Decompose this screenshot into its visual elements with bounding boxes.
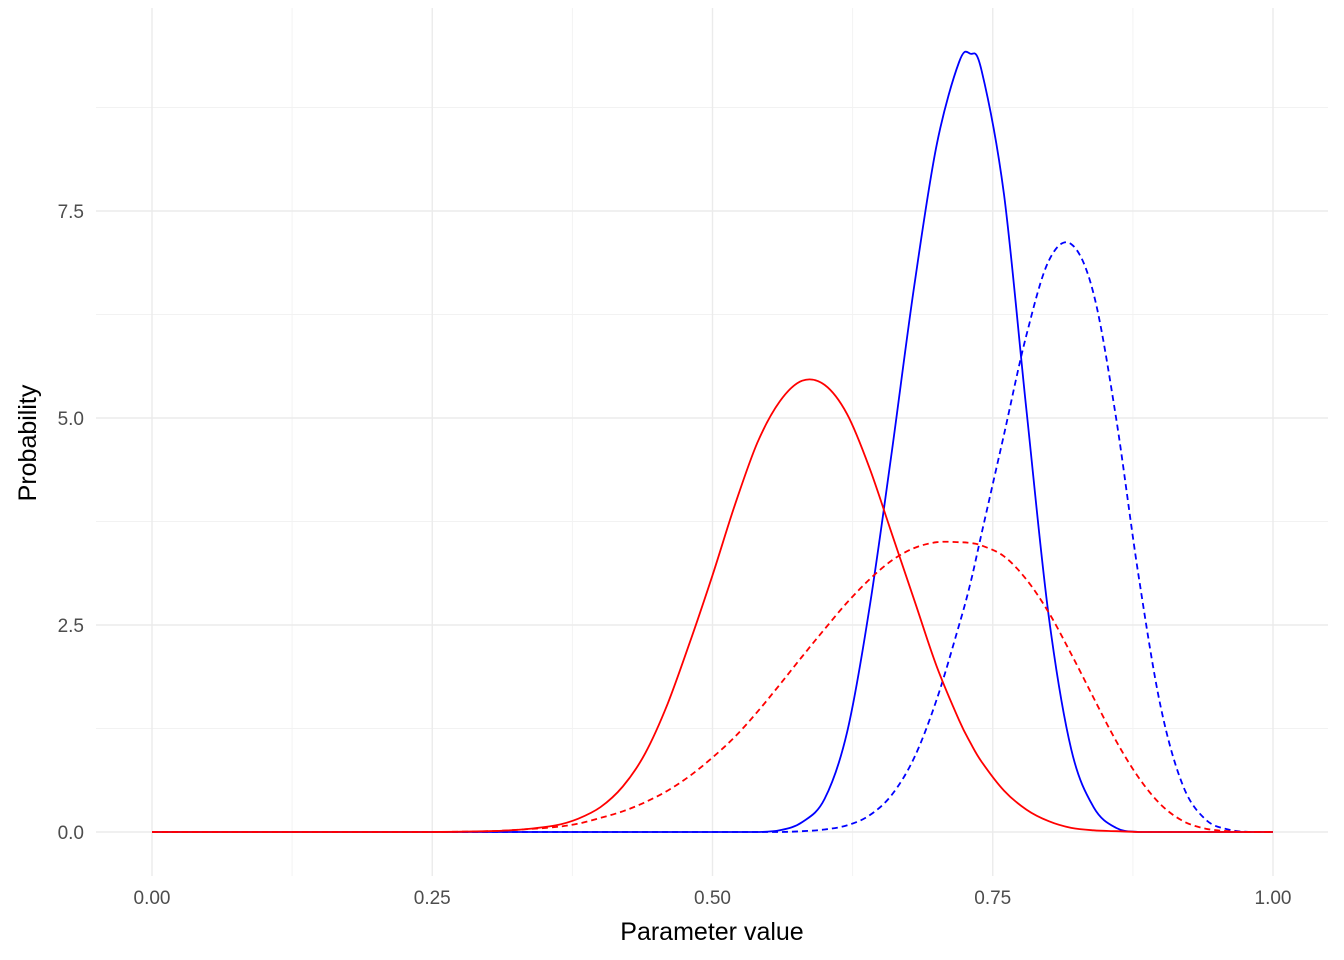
x-tick-label: 0.50 <box>694 888 731 909</box>
plot-series <box>151 50 1273 833</box>
red-solid-density-line <box>151 378 1273 833</box>
x-axis-title: Parameter value <box>620 918 803 946</box>
grid <box>96 8 1328 876</box>
x-tick-label: 0.75 <box>974 888 1011 909</box>
red-dashed-density-line <box>151 540 1273 833</box>
x-tick-label: 0.25 <box>414 888 451 909</box>
y-tick-label: 2.5 <box>58 616 84 637</box>
blue-solid-density-line <box>151 50 1273 833</box>
x-tick-label: 1.00 <box>1255 888 1292 909</box>
y-axis-title: Probability <box>14 384 42 501</box>
x-tick-label: 0.00 <box>134 888 171 909</box>
y-tick-label: 5.0 <box>58 409 84 430</box>
y-tick-label: 7.5 <box>58 202 84 223</box>
tick-labels: 0.00 0.25 0.50 0.75 1.00 0.0 2.5 5.0 7.5 <box>58 202 1292 909</box>
y-tick-label: 0.0 <box>58 823 84 844</box>
blue-dashed-density-line <box>151 241 1273 833</box>
